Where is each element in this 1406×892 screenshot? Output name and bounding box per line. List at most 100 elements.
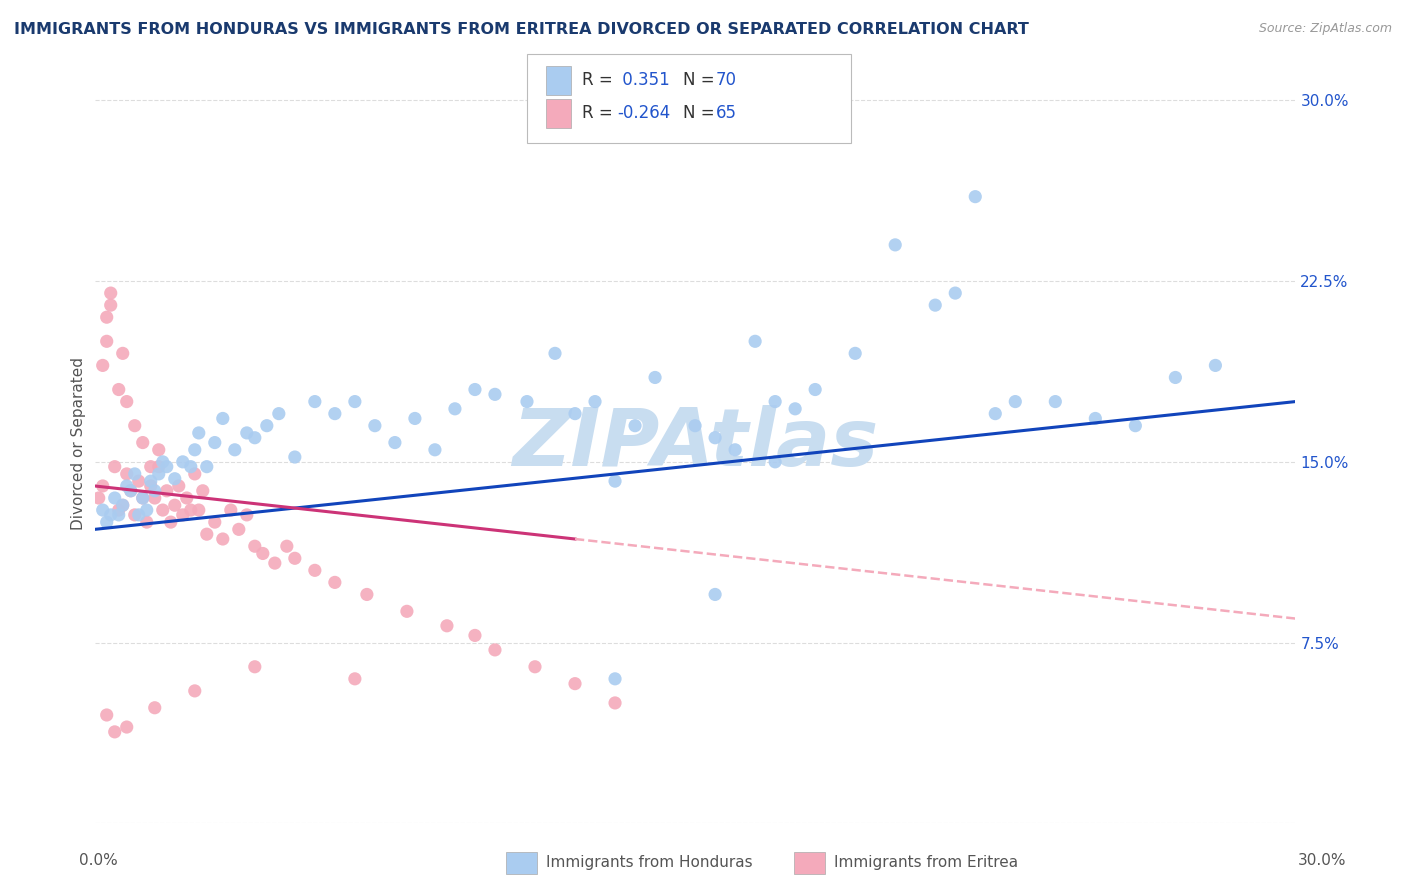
Point — [276, 539, 298, 553]
Point — [364, 418, 387, 433]
Point — [516, 394, 538, 409]
Point — [135, 503, 157, 517]
Point — [524, 660, 547, 674]
Point — [156, 459, 179, 474]
Text: Immigrants from Honduras: Immigrants from Honduras — [546, 855, 752, 870]
Point — [1125, 418, 1147, 433]
Point — [96, 515, 118, 529]
Text: 0.351: 0.351 — [617, 71, 671, 89]
Point — [211, 532, 233, 546]
Point — [135, 515, 157, 529]
Text: IMMIGRANTS FROM HONDURAS VS IMMIGRANTS FROM ERITREA DIVORCED OR SEPARATED CORREL: IMMIGRANTS FROM HONDURAS VS IMMIGRANTS F… — [14, 22, 1029, 37]
Point — [236, 425, 259, 440]
Point — [115, 479, 138, 493]
Point — [187, 503, 209, 517]
Point — [943, 286, 966, 301]
Point — [744, 334, 766, 349]
Point — [263, 556, 285, 570]
Point — [91, 503, 114, 517]
Point — [148, 467, 170, 481]
Point — [111, 498, 134, 512]
Point — [115, 467, 138, 481]
Point — [844, 346, 866, 360]
Point — [464, 628, 486, 642]
Point — [343, 672, 366, 686]
Point — [304, 394, 326, 409]
Point — [484, 387, 506, 401]
Point — [356, 587, 378, 601]
Point — [100, 508, 122, 522]
Point — [156, 483, 179, 498]
Point — [115, 720, 138, 734]
Point — [115, 394, 138, 409]
Point — [704, 587, 727, 601]
Point — [256, 418, 278, 433]
Point — [184, 684, 207, 698]
Point — [884, 238, 907, 252]
Point — [143, 491, 166, 505]
Point — [152, 455, 174, 469]
Point — [965, 189, 987, 203]
Point — [100, 286, 122, 301]
Text: 65: 65 — [716, 104, 737, 122]
Point — [204, 515, 226, 529]
Point — [404, 411, 426, 425]
Point — [107, 508, 129, 522]
Text: 70: 70 — [716, 71, 737, 89]
Point — [191, 483, 214, 498]
Point — [564, 676, 586, 690]
Point — [228, 522, 250, 536]
Text: 0.0%: 0.0% — [79, 854, 118, 868]
Point — [243, 660, 266, 674]
Point — [785, 401, 807, 416]
Point — [195, 459, 218, 474]
Point — [544, 346, 567, 360]
Point — [252, 546, 274, 560]
Point — [104, 459, 127, 474]
Point — [284, 551, 307, 566]
Point — [763, 394, 786, 409]
Point — [124, 467, 146, 481]
Point — [804, 383, 827, 397]
Point — [243, 431, 266, 445]
Point — [267, 407, 290, 421]
Point — [132, 491, 155, 505]
Point — [603, 696, 626, 710]
Point — [644, 370, 666, 384]
Point — [1084, 411, 1107, 425]
Point — [284, 450, 307, 464]
Point — [96, 708, 118, 723]
Point — [204, 435, 226, 450]
Point — [683, 418, 706, 433]
Point — [163, 498, 186, 512]
Point — [111, 346, 134, 360]
Text: R =: R = — [582, 71, 619, 89]
Point — [132, 491, 155, 505]
Point — [104, 724, 127, 739]
Point — [211, 411, 233, 425]
Point — [128, 508, 150, 522]
Point — [180, 459, 202, 474]
Text: Source: ZipAtlas.com: Source: ZipAtlas.com — [1258, 22, 1392, 36]
Point — [704, 431, 727, 445]
Point — [104, 491, 127, 505]
Point — [603, 672, 626, 686]
Text: N =: N = — [683, 104, 720, 122]
Point — [924, 298, 946, 312]
Point — [984, 407, 1007, 421]
Point — [323, 407, 346, 421]
Point — [464, 383, 486, 397]
Point — [224, 442, 246, 457]
Point — [180, 503, 202, 517]
Point — [139, 479, 162, 493]
Point — [148, 459, 170, 474]
Point — [484, 643, 506, 657]
Point — [128, 474, 150, 488]
Point — [152, 503, 174, 517]
Point — [139, 459, 162, 474]
Point — [724, 442, 747, 457]
Point — [87, 491, 110, 505]
Point — [132, 435, 155, 450]
Point — [243, 539, 266, 553]
Point — [436, 619, 458, 633]
